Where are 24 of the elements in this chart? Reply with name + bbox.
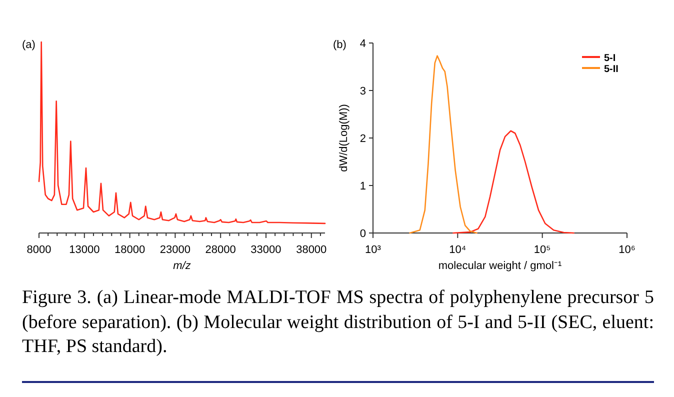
chart-title: (b) [333, 39, 346, 51]
x-tick-label: 10⁶ [618, 244, 636, 256]
x-tick-label: 38000 [296, 244, 327, 256]
x-axis-title: m/z [173, 260, 192, 272]
y-tick-label: 0 [360, 228, 366, 240]
x-tick-label: 18000 [114, 244, 146, 256]
x-tick-label: 28000 [205, 244, 236, 256]
legend-label: 5-I [604, 53, 616, 64]
x-tick-label: 10³ [365, 244, 382, 256]
legend-label: 5-II [604, 64, 619, 75]
y-tick-label: 4 [360, 38, 366, 50]
x-tick-label: 13000 [69, 244, 100, 256]
y-axis-title: dW/d(Log(M)) [338, 104, 350, 172]
x-tick-label: 33000 [250, 244, 282, 256]
chart-title: (a) [22, 39, 36, 51]
x-tick-label: 10⁴ [449, 244, 466, 256]
x-axis-title: molecular weight / gmol⁻¹ [438, 260, 562, 272]
y-tick-label: 3 [360, 86, 366, 98]
caption: Figure 3. (a) Linear-mode MALDI-TOF MS spectra of polyphenylene precursor 5 (before separation). (b) Molecular weight distribution of 5-I and 5-II (SEC, eluent: THF, PS standard). [22, 286, 654, 359]
y-tick-label: 1 [360, 180, 366, 192]
x-tick-label: 23000 [160, 244, 190, 256]
x-tick-label: 8000 [26, 244, 52, 256]
y-tick-label: 2 [360, 133, 366, 145]
x-tick-label: 10⁵ [534, 244, 551, 256]
